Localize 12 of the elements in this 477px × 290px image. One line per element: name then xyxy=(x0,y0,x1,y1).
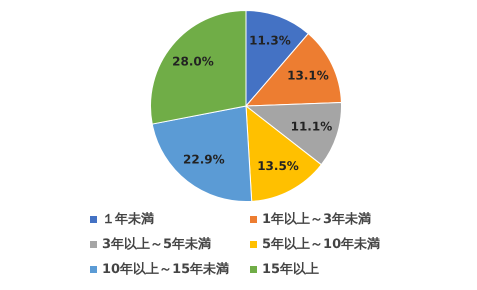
legend-label: １年未満 xyxy=(102,211,154,228)
legend-label: 15年以上 xyxy=(262,261,320,278)
data-label: 22.9% xyxy=(183,152,225,166)
data-label: 13.5% xyxy=(257,158,299,173)
data-label: 11.3% xyxy=(249,34,291,48)
data-label: 11.1% xyxy=(290,119,332,134)
legend-label: 10年以上～15年未満 xyxy=(102,261,230,278)
legend-label: 5年以上～10年未満 xyxy=(262,236,380,253)
legend-label: 3年以上～5年未満 xyxy=(102,236,212,253)
data-label: 28.0% xyxy=(172,54,214,68)
legend-label: 1年以上～3年未満 xyxy=(262,211,372,228)
data-label: 13.1% xyxy=(287,68,329,82)
